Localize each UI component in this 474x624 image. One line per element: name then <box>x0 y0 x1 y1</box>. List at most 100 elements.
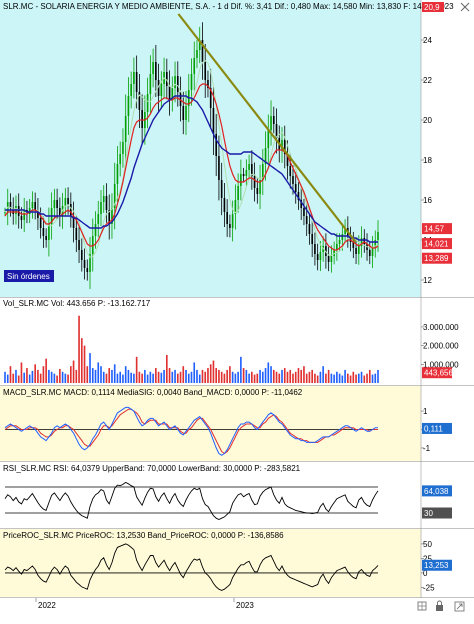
roc-y-tick: 25 <box>423 554 432 563</box>
candle <box>259 180 261 194</box>
volume-bar <box>336 371 338 383</box>
candle <box>127 96 130 116</box>
roc-tag: 13,253 <box>424 561 449 570</box>
candle <box>64 198 67 206</box>
volume-bar <box>144 369 146 383</box>
volume-bar <box>256 373 259 383</box>
price-y-tick: 24 <box>423 36 432 45</box>
volume-bar <box>152 373 154 383</box>
candle <box>267 130 270 148</box>
rsi-panel-bg[interactable] <box>0 462 421 528</box>
candle <box>253 176 256 188</box>
candle <box>91 236 94 254</box>
volume-bar <box>229 366 231 383</box>
candle <box>204 62 207 80</box>
grid-icon[interactable] <box>417 601 427 611</box>
price-tag: 14,021 <box>424 240 449 249</box>
orders-status-badge <box>4 270 54 282</box>
volume-bar <box>275 371 278 383</box>
candle <box>179 92 182 106</box>
volume-bar <box>261 371 264 383</box>
volume-bar <box>149 371 152 383</box>
candle <box>275 124 278 138</box>
candle <box>168 86 171 100</box>
candle <box>102 196 105 202</box>
volume-bar <box>174 369 176 383</box>
lock-icon[interactable] <box>436 600 443 611</box>
resistance-trendline[interactable] <box>177 13 357 243</box>
candle <box>17 206 20 216</box>
volume-bar <box>130 372 132 383</box>
macd-series-group <box>4 406 378 456</box>
last-price-tag-label: 20,9 <box>424 3 440 12</box>
candle <box>212 108 215 134</box>
candle <box>56 200 58 208</box>
macd-tag-bg <box>422 422 452 434</box>
candle <box>113 184 116 208</box>
price-panel-title: SLR.MC - SOLARIA ENERGIA Y MEDIO AMBIENT… <box>3 2 454 11</box>
candle <box>100 202 102 214</box>
volume-bar <box>17 375 20 383</box>
slow-moving-average-line <box>5 95 378 243</box>
volume-bar <box>42 366 45 383</box>
candle <box>292 176 294 184</box>
volume-bar <box>264 368 267 383</box>
volume-bar <box>20 362 23 383</box>
volume-bar <box>314 373 316 383</box>
volume-bar <box>374 373 377 383</box>
volume-bar <box>371 374 374 383</box>
volume-bar <box>12 373 15 383</box>
price-tag: 14,57 <box>424 225 445 234</box>
candle <box>59 208 61 216</box>
candle <box>34 202 36 210</box>
volume-bar <box>209 364 212 383</box>
candle <box>160 84 163 96</box>
volume-bar <box>363 375 366 383</box>
expand-icon[interactable] <box>454 601 465 612</box>
candle <box>215 134 218 156</box>
volume-bar <box>171 371 174 383</box>
volume-bar <box>67 374 69 383</box>
volume-bar <box>201 369 204 383</box>
candle <box>374 240 377 248</box>
close-icon[interactable] <box>460 2 470 12</box>
volume-bar <box>253 374 256 383</box>
volume-bar <box>100 366 102 383</box>
volume-bar <box>39 373 42 383</box>
candle <box>89 254 91 272</box>
candle <box>97 214 100 224</box>
candle <box>171 88 174 100</box>
volume-bar <box>182 366 185 383</box>
volume-bar <box>61 371 64 383</box>
candle <box>327 256 330 262</box>
candle <box>344 228 346 234</box>
candle <box>155 62 157 80</box>
candle <box>270 116 272 130</box>
volume-bar <box>267 362 270 383</box>
candle <box>341 234 344 240</box>
candle <box>193 58 196 74</box>
candle <box>39 218 42 228</box>
volume-bar <box>80 338 83 383</box>
volume-bar <box>360 371 363 383</box>
price-panel-bg[interactable] <box>0 0 421 297</box>
candle <box>146 94 149 112</box>
candle <box>165 72 168 86</box>
volume-bar <box>333 374 335 383</box>
candle <box>256 188 259 194</box>
price-y-tick: 16 <box>423 196 432 205</box>
price-y-tick: 12 <box>423 276 432 285</box>
roc-panel-bg[interactable] <box>0 529 421 597</box>
volume-bar <box>272 369 275 383</box>
volume-bar <box>146 374 149 383</box>
fast-moving-average-line <box>4 83 379 251</box>
price-roc-line <box>4 543 379 591</box>
candle <box>42 228 45 236</box>
roc-panel-title: PriceROC_SLR.MC PriceROC: 13,2530 Band_P… <box>3 531 284 540</box>
volume-bar <box>111 369 113 383</box>
candle <box>297 192 300 200</box>
macd-signal-line <box>4 408 378 455</box>
macd-panel-bg[interactable] <box>0 386 421 461</box>
candle <box>303 208 305 216</box>
candle <box>300 200 303 208</box>
